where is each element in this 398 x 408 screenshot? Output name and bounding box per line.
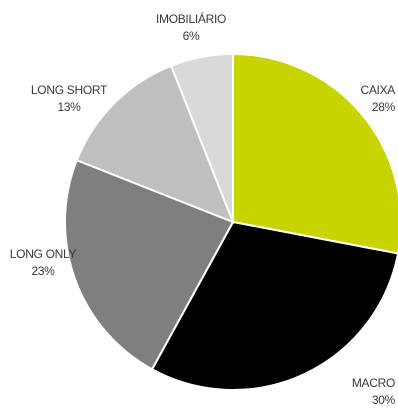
slice-label-long-short: LONG SHORT — [31, 83, 108, 97]
slice-long-short — [75, 64, 235, 224]
slice-macro — [150, 220, 398, 391]
slice-value-long-short: 13% — [57, 100, 81, 114]
slice-label-imobiliario: IMOBILIÁRIO — [156, 11, 226, 26]
slice-label-macro: MACRO — [352, 376, 395, 390]
pie-labels: CAIXA 28% MACRO 30% LONG ONLY 23% LONG SHORT 13… — [10, 11, 396, 407]
slice-caixa — [232, 52, 398, 255]
slice-label-caixa: CAIXA — [360, 83, 395, 97]
slice-imobiliario — [169, 52, 234, 223]
pie-slices — [64, 52, 398, 391]
slice-value-caixa: 28% — [372, 100, 396, 114]
slice-value-long-only: 23% — [31, 264, 55, 278]
slice-long-only — [64, 158, 235, 371]
slice-value-imobiliario: 6% — [183, 29, 200, 43]
slice-value-macro: 30% — [372, 393, 396, 407]
slice-label-long-only: LONG ONLY — [10, 247, 77, 261]
